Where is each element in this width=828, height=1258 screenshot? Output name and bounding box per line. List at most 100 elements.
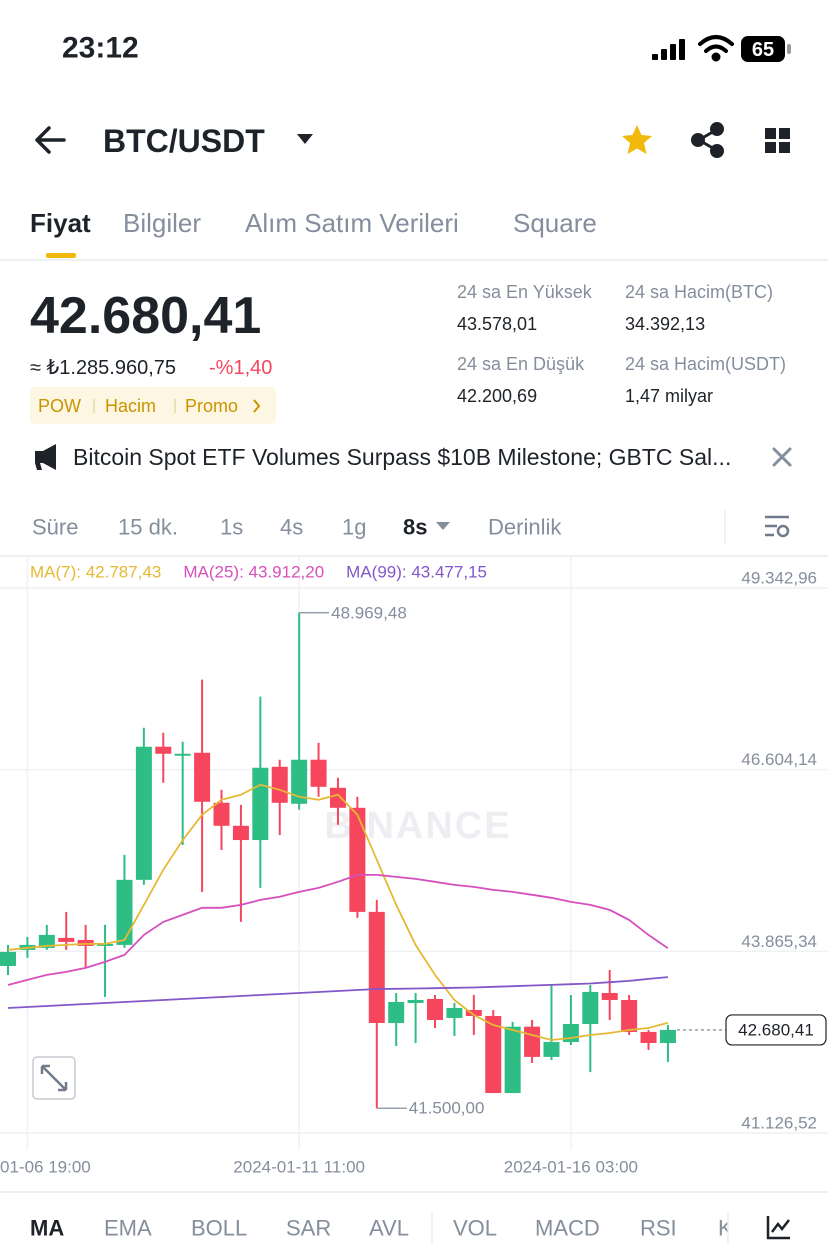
candle-body: [465, 1009, 482, 1016]
candle-body: [38, 934, 55, 948]
candle-body: [543, 1042, 560, 1057]
tab-indicator: [46, 253, 76, 258]
candle-body: [135, 746, 152, 880]
interval[interactable]: 15 dk.: [118, 515, 178, 540]
last-price-box: [725, 1014, 827, 1046]
pair-title[interactable]: BTC/USDT: [103, 123, 265, 159]
candle-body: [310, 759, 327, 787]
fiat-price: ≈ ₺1.285.960,75: [30, 357, 176, 379]
interval-dropdown[interactable]: [436, 522, 450, 530]
news-icon: [35, 444, 56, 470]
candle-body: [504, 1026, 521, 1094]
y-tick-label: 46.604,14: [741, 750, 817, 769]
interval[interactable]: Derinlik: [488, 515, 562, 540]
indicator[interactable]: MACD: [535, 1216, 600, 1241]
tag[interactable]: Promo: [185, 396, 238, 416]
share-button[interactable]: [691, 122, 724, 158]
candle-body: [388, 1001, 405, 1023]
back-button[interactable]: [35, 126, 66, 154]
ma-legend: MA(7): 42.787,43: [30, 563, 161, 582]
candle-body: [291, 759, 308, 804]
expand-icon: [40, 1064, 68, 1092]
stat-label: 24 sa Hacim(USDT): [625, 354, 786, 374]
stat-value: 43.578,01: [457, 314, 537, 334]
indicator-settings[interactable]: [766, 1216, 790, 1240]
candle-body: [58, 937, 75, 942]
tab[interactable]: Bilgiler: [123, 208, 201, 238]
ma-line: [7, 783, 669, 1041]
ma-legend: MA(25): 43.912,20: [183, 563, 324, 582]
indicator[interactable]: SAR: [286, 1216, 331, 1241]
candle-body: [174, 753, 191, 756]
tab[interactable]: Square: [513, 208, 597, 238]
candle-body: [601, 993, 618, 1000]
indicator[interactable]: AVL: [369, 1216, 409, 1241]
tab[interactable]: Alım Satım Verileri: [245, 208, 459, 238]
ma-line: [7, 874, 669, 986]
news-close[interactable]: [772, 447, 792, 467]
battery-icon: [741, 36, 785, 62]
candle-body: [582, 991, 599, 1024]
candle-body: [271, 766, 288, 803]
indicator-active[interactable]: MA: [30, 1216, 64, 1241]
wifi-icon: [698, 35, 734, 62]
candle-body: [621, 999, 638, 1032]
news-text[interactable]: Bitcoin Spot ETF Volumes Surpass $10B Mi…: [73, 444, 731, 470]
menu-grid[interactable]: [765, 128, 790, 153]
candle-body: [0, 951, 16, 966]
interval[interactable]: 1g: [342, 515, 366, 540]
indicator[interactable]: BOLL: [191, 1216, 247, 1241]
last-price-label: 42.680,41: [738, 1020, 814, 1039]
stat-value: 42.200,69: [457, 386, 537, 406]
interval[interactable]: Süre: [32, 515, 78, 540]
stat-label: 24 sa En Düşük: [457, 354, 585, 374]
indicator-fade: [728, 1196, 828, 1258]
candle-body: [407, 999, 424, 1003]
candle-body: [194, 752, 211, 802]
stat-value: 34.392,13: [625, 314, 705, 334]
ma-legend: MA(99): 43.477,15: [346, 563, 487, 582]
battery-level: 65: [752, 39, 774, 61]
candle-body: [329, 787, 346, 808]
tag[interactable]: POW: [38, 396, 81, 416]
candle-body: [232, 825, 249, 841]
annotation-label: 41.500,00: [409, 1099, 485, 1118]
favorite-star[interactable]: [622, 125, 652, 154]
candle-body: [116, 879, 133, 945]
interval-active[interactable]: 8s: [403, 515, 427, 540]
stat-label: 24 sa Hacim(BTC): [625, 282, 773, 302]
x-tick-label: 01-06 19:00: [0, 1158, 91, 1177]
signal-icon: [652, 39, 685, 60]
interval[interactable]: 1s: [220, 515, 243, 540]
candle-body: [213, 802, 230, 826]
y-tick-label: 49.342,96: [741, 569, 817, 588]
last-price: 42.680,41: [30, 287, 261, 345]
candle-body: [155, 746, 172, 754]
tab[interactable]: Fiyat: [30, 208, 91, 238]
x-tick-label: 2024-01-16 03:00: [504, 1158, 638, 1177]
stat-label: 24 sa En Yüksek: [457, 282, 593, 302]
indicator[interactable]: EMA: [104, 1216, 152, 1241]
candle-body: [485, 1015, 502, 1094]
indicator[interactable]: RSI: [640, 1216, 677, 1241]
candle-body: [349, 807, 366, 912]
price-change: -%1,40: [209, 357, 272, 379]
y-tick-label: 43.865,34: [741, 932, 817, 951]
candle-body: [97, 943, 114, 946]
tag-box: [30, 387, 276, 424]
pair-dropdown[interactable]: [297, 134, 313, 144]
indicator[interactable]: VOL: [453, 1216, 497, 1241]
chart-settings[interactable]: [765, 515, 790, 538]
candle-body: [77, 939, 94, 946]
status-time: 23:12: [62, 32, 139, 65]
battery-tip: [787, 44, 791, 54]
annotation-label: 48.969,48: [331, 603, 407, 622]
y-tick-label: 41.126,52: [741, 1114, 817, 1133]
candlestick-chart: 49.342,96 46.604,14 43.865,34 41.126,52 01-0…: [0, 556, 828, 1177]
tag[interactable]: Hacim: [105, 396, 156, 416]
candle-body: [640, 1031, 657, 1044]
interval[interactable]: 4s: [280, 515, 303, 540]
candle-body: [659, 1029, 676, 1044]
